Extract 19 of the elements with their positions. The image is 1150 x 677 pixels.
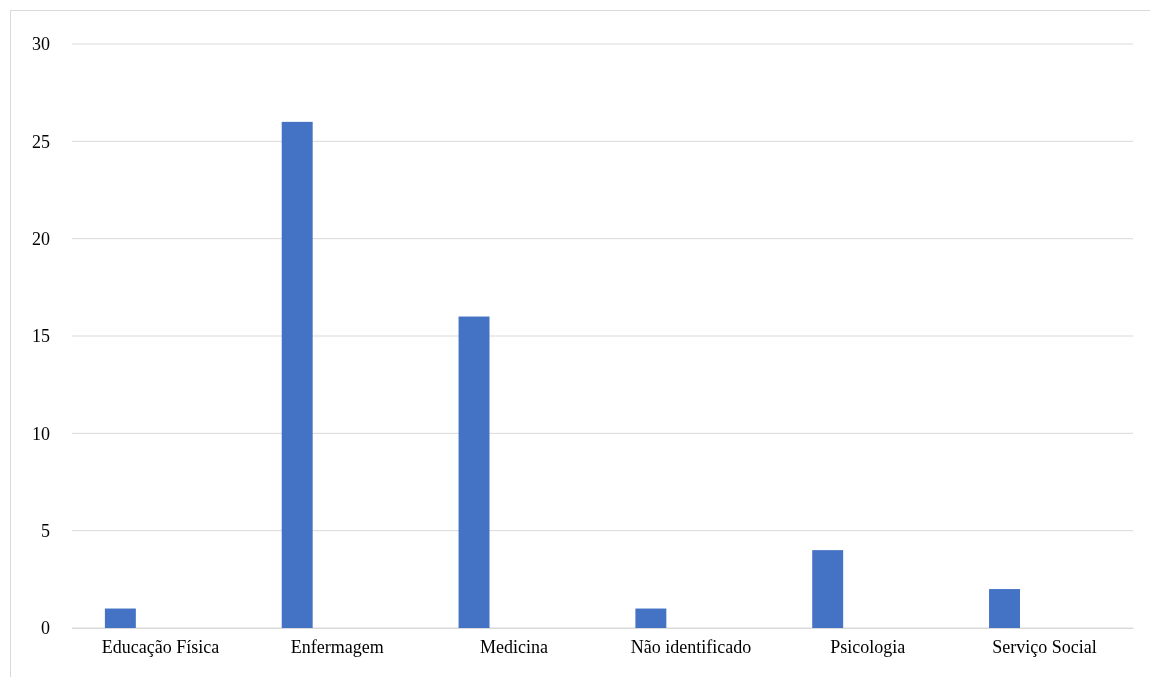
bar — [989, 589, 1020, 628]
x-tick-label: Serviço Social — [992, 636, 1097, 657]
y-tick-label: 10 — [32, 423, 50, 444]
x-tick-label: Medicina — [480, 636, 549, 657]
bar — [458, 316, 490, 628]
bar — [635, 608, 667, 628]
x-tick-label: Enfermagem — [290, 636, 384, 657]
y-tick-label: 30 — [32, 34, 50, 55]
bar — [812, 550, 844, 628]
bar — [281, 121, 313, 628]
y-tick-label: 20 — [32, 228, 50, 249]
x-tick-label: Educação Física — [101, 636, 220, 657]
y-tick-label: 15 — [32, 326, 50, 347]
y-tick-label: 5 — [41, 520, 50, 541]
x-tick-label: Não identificado — [630, 636, 752, 657]
bar — [104, 608, 136, 628]
x-tick-label: Psicologia — [830, 636, 906, 657]
y-tick-label: 25 — [32, 131, 50, 152]
y-tick-label: 0 — [41, 618, 50, 639]
